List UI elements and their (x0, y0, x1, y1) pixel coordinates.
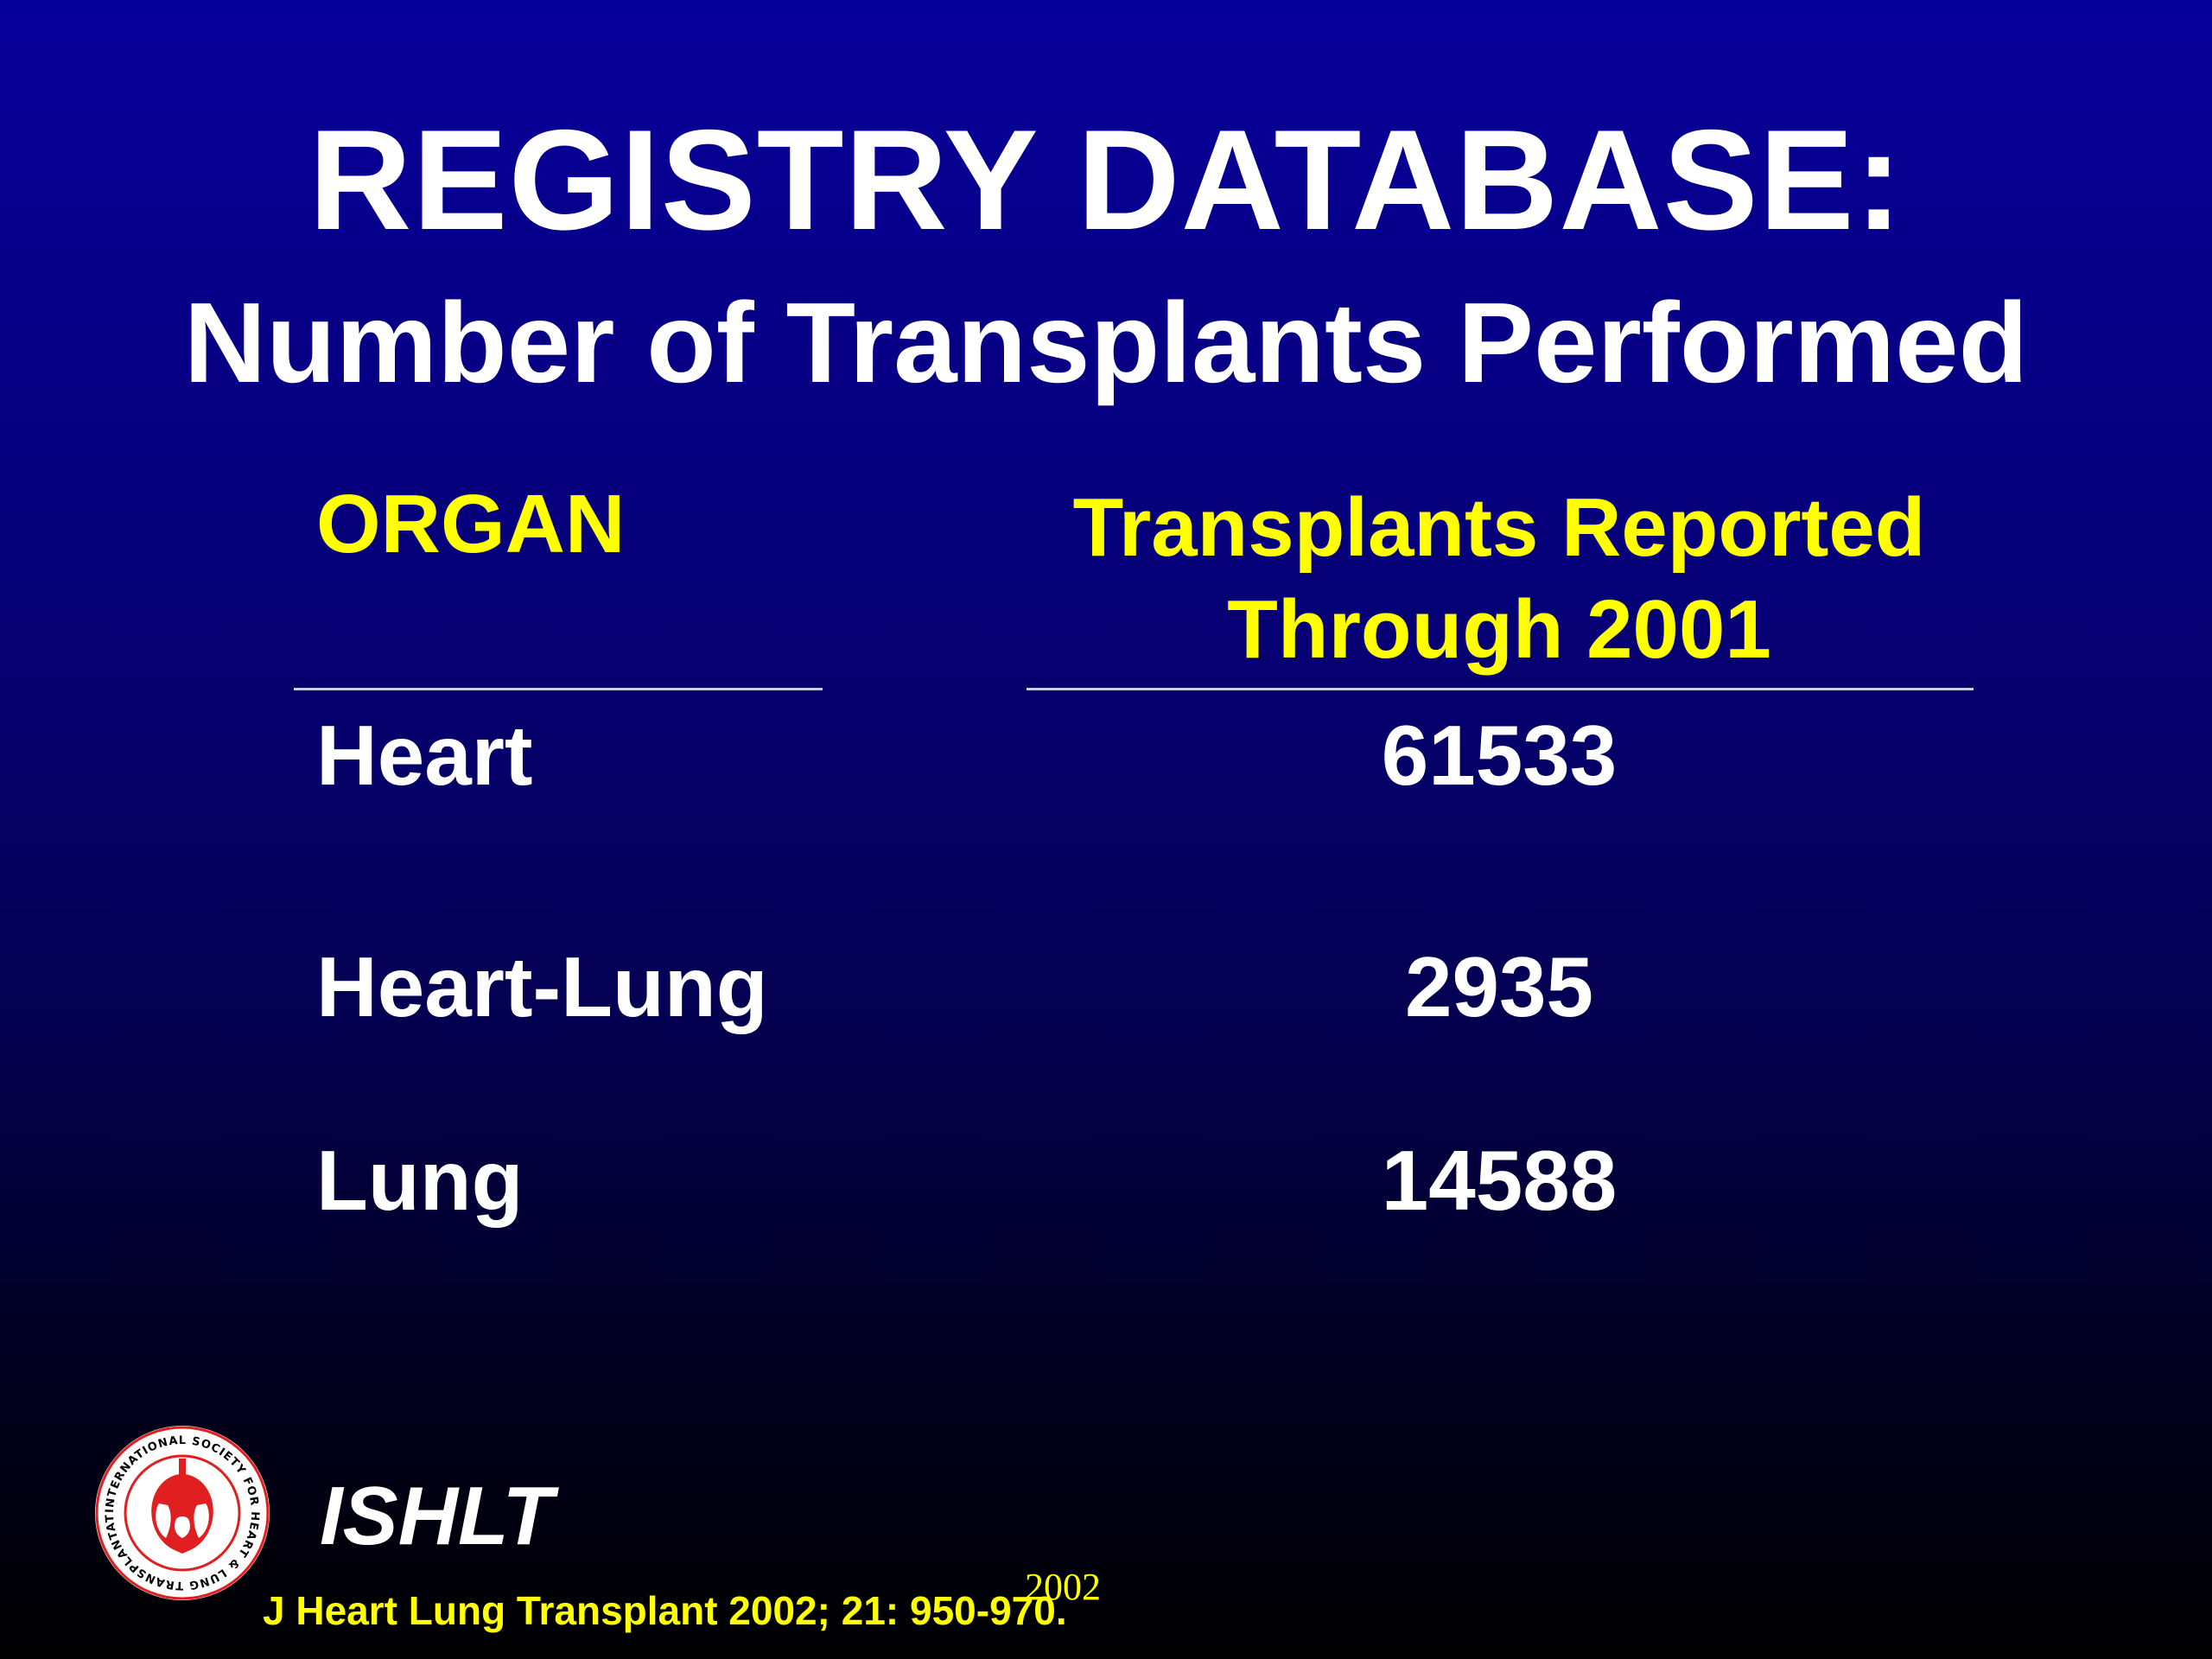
count-header-divider (1027, 688, 1974, 690)
slide-title: REGISTRY DATABASE: (308, 100, 1904, 259)
row-organ-lung: Lung (316, 1133, 524, 1228)
organ-column-header: ORGAN (316, 478, 626, 570)
ishlt-brand: ISHLT (320, 1470, 554, 1562)
row-count-heart: 61533 (1381, 708, 1618, 803)
slide-subtitle: Number of Transplants Performed (183, 279, 2029, 406)
ishlt-logo: INTERNATIONAL SOCIETY FOR HEART & LUNG T… (93, 1424, 270, 1600)
heart-lung-icon (151, 1459, 213, 1554)
count-column-header: Transplants Reported Through 2001 (1028, 477, 1970, 681)
count-header-line-1: Transplants Reported (1072, 481, 1926, 574)
row-count-lung: 14588 (1381, 1133, 1618, 1228)
row-organ-heart-lung: Heart-Lung (316, 939, 768, 1034)
row-organ-heart: Heart (316, 708, 533, 803)
organ-header-divider (294, 688, 823, 690)
journal-citation: J Heart Lung Transplant 2002; 21: 950-97… (263, 1588, 1067, 1633)
year-label: 2002 (1025, 1566, 1101, 1608)
count-header-line-2: Through 2001 (1227, 583, 1771, 676)
row-count-heart-lung: 2935 (1404, 939, 1593, 1034)
